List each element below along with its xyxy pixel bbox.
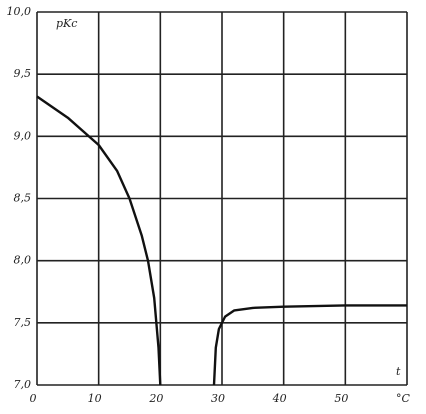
- x-tick-label: 0: [30, 392, 37, 405]
- y-tick-label: 8,0: [14, 254, 32, 267]
- y-axis-label: pKc: [56, 17, 77, 30]
- x-axis-label: t: [396, 365, 401, 378]
- x-tick-label: 10: [88, 392, 102, 405]
- y-tick-label: 8,5: [14, 192, 32, 205]
- y-tick-label: 9,0: [14, 129, 32, 142]
- x-tick-label: 20: [148, 392, 163, 405]
- x-tick-label: 40: [272, 392, 287, 405]
- x-tick-label: 50: [334, 392, 348, 405]
- y-tick-label: 10,0: [7, 5, 32, 18]
- x-tick-label: 30: [211, 392, 225, 405]
- y-tick-label: 9,5: [14, 67, 32, 80]
- y-tick-label: 7,5: [14, 316, 32, 329]
- x-tick-label: °C: [396, 392, 411, 405]
- curve: [36, 95, 162, 386]
- curve: [212, 304, 407, 386]
- y-tick-label: 7,0: [14, 378, 32, 391]
